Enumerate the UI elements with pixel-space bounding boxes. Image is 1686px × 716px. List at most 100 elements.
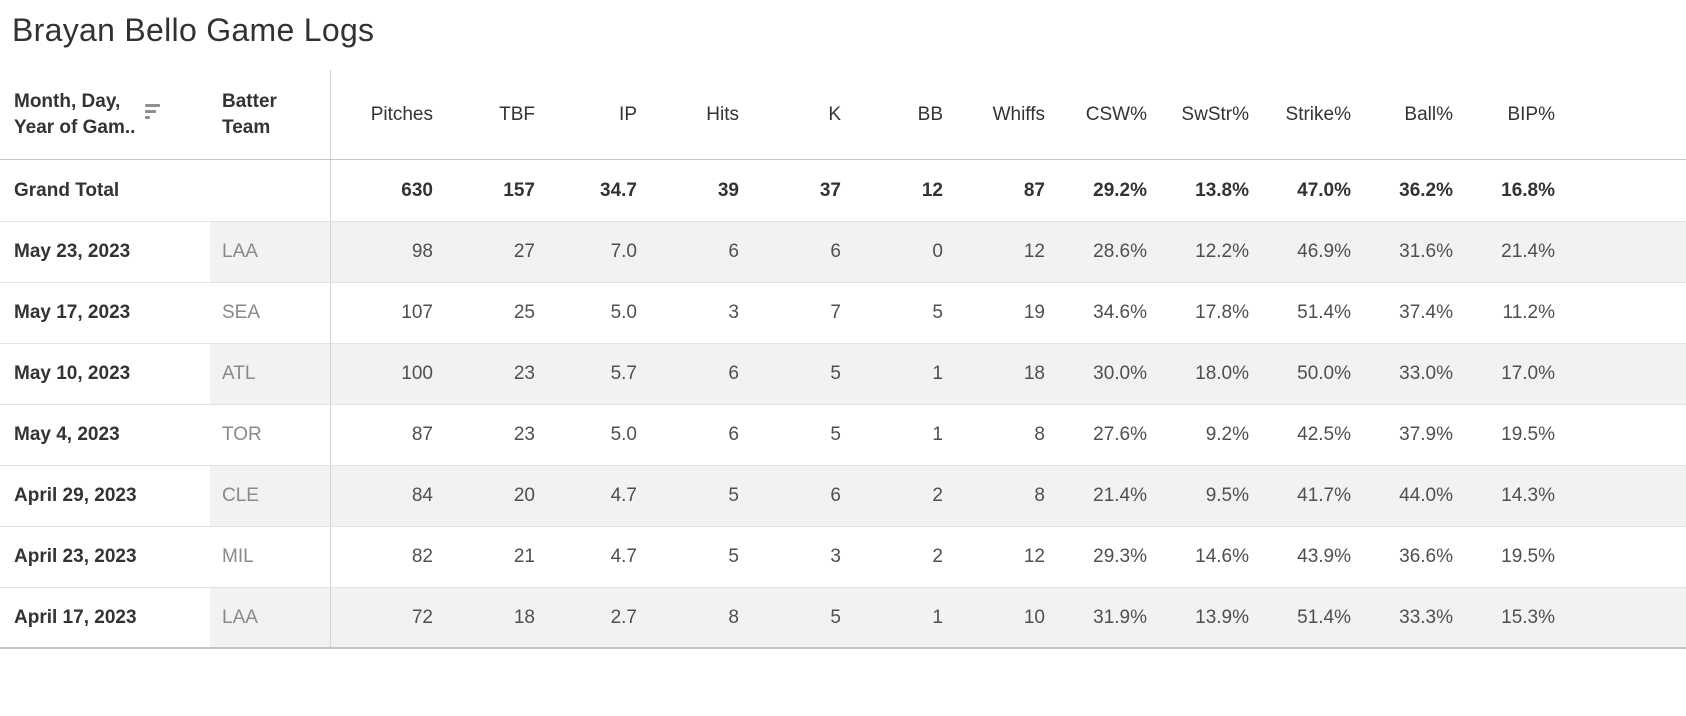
stat-cell[interactable]: 46.9% — [1297, 241, 1351, 262]
stat-cell[interactable]: 72 — [411, 606, 433, 628]
column-header-batter-team[interactable]: Batter Team — [210, 70, 330, 159]
grand-total-value[interactable]: 87 — [1023, 179, 1045, 201]
row-date[interactable]: May 23, 2023 — [0, 222, 210, 282]
stat-cell[interactable]: 42.5% — [1297, 424, 1351, 445]
stat-cell[interactable]: 33.0% — [1399, 363, 1453, 384]
stat-cell[interactable]: 100 — [401, 363, 433, 384]
row-date[interactable]: May 17, 2023 — [0, 283, 210, 343]
stat-cell[interactable]: 21 — [513, 546, 535, 567]
stat-cell[interactable]: 23 — [513, 363, 535, 384]
stat-cell[interactable]: 1 — [932, 606, 943, 628]
stat-cell[interactable]: 13.9% — [1195, 606, 1249, 628]
stat-cell[interactable]: 18.0% — [1195, 363, 1249, 384]
stat-cell[interactable]: 87 — [411, 424, 433, 445]
column-header-whiffs[interactable]: Whiffs — [992, 103, 1045, 125]
column-header-pitches[interactable]: Pitches — [370, 103, 433, 125]
stat-cell[interactable]: 107 — [401, 302, 433, 323]
stat-cell[interactable]: 34.6% — [1093, 302, 1147, 323]
stat-cell[interactable]: 43.9% — [1297, 546, 1351, 567]
stat-cell[interactable]: 3 — [830, 546, 841, 567]
stat-cell[interactable]: 37.4% — [1399, 302, 1453, 323]
stat-cell[interactable]: 44.0% — [1399, 485, 1453, 506]
row-date[interactable]: May 10, 2023 — [0, 344, 210, 404]
stat-cell[interactable]: 0 — [932, 241, 943, 262]
stat-cell[interactable]: 50.0% — [1297, 363, 1351, 384]
stat-cell[interactable]: 2.7 — [610, 606, 637, 628]
stat-cell[interactable]: 12 — [1023, 546, 1045, 567]
stat-cell[interactable]: 3 — [728, 302, 739, 323]
stat-cell[interactable]: 7 — [830, 302, 841, 323]
stat-cell[interactable]: 98 — [411, 241, 433, 262]
stat-cell[interactable]: 36.6% — [1399, 546, 1453, 567]
stat-cell[interactable]: 8 — [1034, 485, 1045, 506]
stat-cell[interactable]: 29.3% — [1093, 546, 1147, 567]
column-header-bip-pct[interactable]: BIP% — [1507, 103, 1555, 125]
grand-total-value[interactable]: 37 — [819, 179, 841, 201]
stat-cell[interactable]: 1 — [932, 424, 943, 445]
stat-cell[interactable]: 51.4% — [1297, 606, 1351, 628]
stat-cell[interactable]: 21.4% — [1093, 485, 1147, 506]
stat-cell[interactable]: 27 — [513, 241, 535, 262]
column-header-tbf[interactable]: TBF — [499, 103, 535, 125]
column-header-date[interactable]: Month, Day, Year of Gam.. — [0, 70, 210, 159]
column-header-ball-pct[interactable]: Ball% — [1404, 103, 1453, 125]
stat-cell[interactable]: 10 — [1023, 606, 1045, 628]
stat-cell[interactable]: 9.2% — [1205, 424, 1249, 445]
stat-cell[interactable]: 5 — [830, 424, 841, 445]
stat-cell[interactable]: 23 — [513, 424, 535, 445]
stat-cell[interactable]: 33.3% — [1399, 606, 1453, 628]
row-date[interactable]: April 17, 2023 — [0, 588, 210, 647]
row-team[interactable]: CLE — [222, 485, 259, 506]
stat-cell[interactable]: 12 — [1023, 241, 1045, 262]
column-header-k[interactable]: K — [828, 103, 841, 125]
row-team[interactable]: SEA — [222, 302, 261, 323]
stat-cell[interactable]: 19.5% — [1501, 424, 1555, 445]
column-header-swstr-pct[interactable]: SwStr% — [1181, 103, 1249, 125]
stat-cell[interactable]: 5 — [932, 302, 943, 323]
column-header-hits[interactable]: Hits — [706, 103, 739, 125]
grand-total-value[interactable]: 630 — [401, 179, 433, 201]
stat-cell[interactable]: 5 — [728, 485, 739, 506]
grand-total-value[interactable]: 36.2% — [1399, 179, 1453, 201]
stat-cell[interactable]: 51.4% — [1297, 302, 1351, 323]
stat-cell[interactable]: 6 — [728, 424, 739, 445]
stat-cell[interactable]: 7.0 — [610, 241, 637, 262]
stat-cell[interactable]: 20 — [513, 485, 535, 506]
stat-cell[interactable]: 4.7 — [610, 546, 637, 567]
stat-cell[interactable]: 1 — [932, 363, 943, 384]
stat-cell[interactable]: 6 — [830, 241, 841, 262]
grand-total-value[interactable]: 39 — [717, 179, 739, 201]
row-date[interactable]: April 23, 2023 — [0, 527, 210, 587]
stat-cell[interactable]: 21.4% — [1501, 241, 1555, 262]
stat-cell[interactable]: 5 — [728, 546, 739, 567]
stat-cell[interactable]: 6 — [830, 485, 841, 506]
row-team[interactable]: LAA — [222, 606, 258, 628]
stat-cell[interactable]: 41.7% — [1297, 485, 1351, 506]
stat-cell[interactable]: 19 — [1023, 302, 1045, 323]
grand-total-label[interactable]: Grand Total — [0, 160, 210, 221]
stat-cell[interactable]: 14.3% — [1501, 485, 1555, 506]
stat-cell[interactable]: 2 — [932, 546, 943, 567]
row-team[interactable]: LAA — [222, 241, 258, 262]
stat-cell[interactable]: 15.3% — [1501, 606, 1555, 628]
stat-cell[interactable]: 18 — [1023, 363, 1045, 384]
stat-cell[interactable]: 82 — [411, 546, 433, 567]
stat-cell[interactable]: 17.0% — [1501, 363, 1555, 384]
grand-total-value[interactable]: 29.2% — [1093, 179, 1147, 201]
stat-cell[interactable]: 30.0% — [1093, 363, 1147, 384]
row-team[interactable]: MIL — [222, 546, 254, 567]
stat-cell[interactable]: 28.6% — [1093, 241, 1147, 262]
grand-total-value[interactable]: 34.7 — [600, 179, 637, 201]
stat-cell[interactable]: 27.6% — [1093, 424, 1147, 445]
grand-total-value[interactable]: 47.0% — [1297, 179, 1351, 201]
stat-cell[interactable]: 8 — [728, 606, 739, 628]
stat-cell[interactable]: 84 — [411, 485, 433, 506]
column-header-ip[interactable]: IP — [619, 103, 637, 125]
row-date[interactable]: May 4, 2023 — [0, 405, 210, 465]
stat-cell[interactable]: 14.6% — [1195, 546, 1249, 567]
row-date[interactable]: April 29, 2023 — [0, 466, 210, 526]
stat-cell[interactable]: 19.5% — [1501, 546, 1555, 567]
stat-cell[interactable]: 37.9% — [1399, 424, 1453, 445]
stat-cell[interactable]: 25 — [513, 302, 535, 323]
stat-cell[interactable]: 18 — [513, 606, 535, 628]
